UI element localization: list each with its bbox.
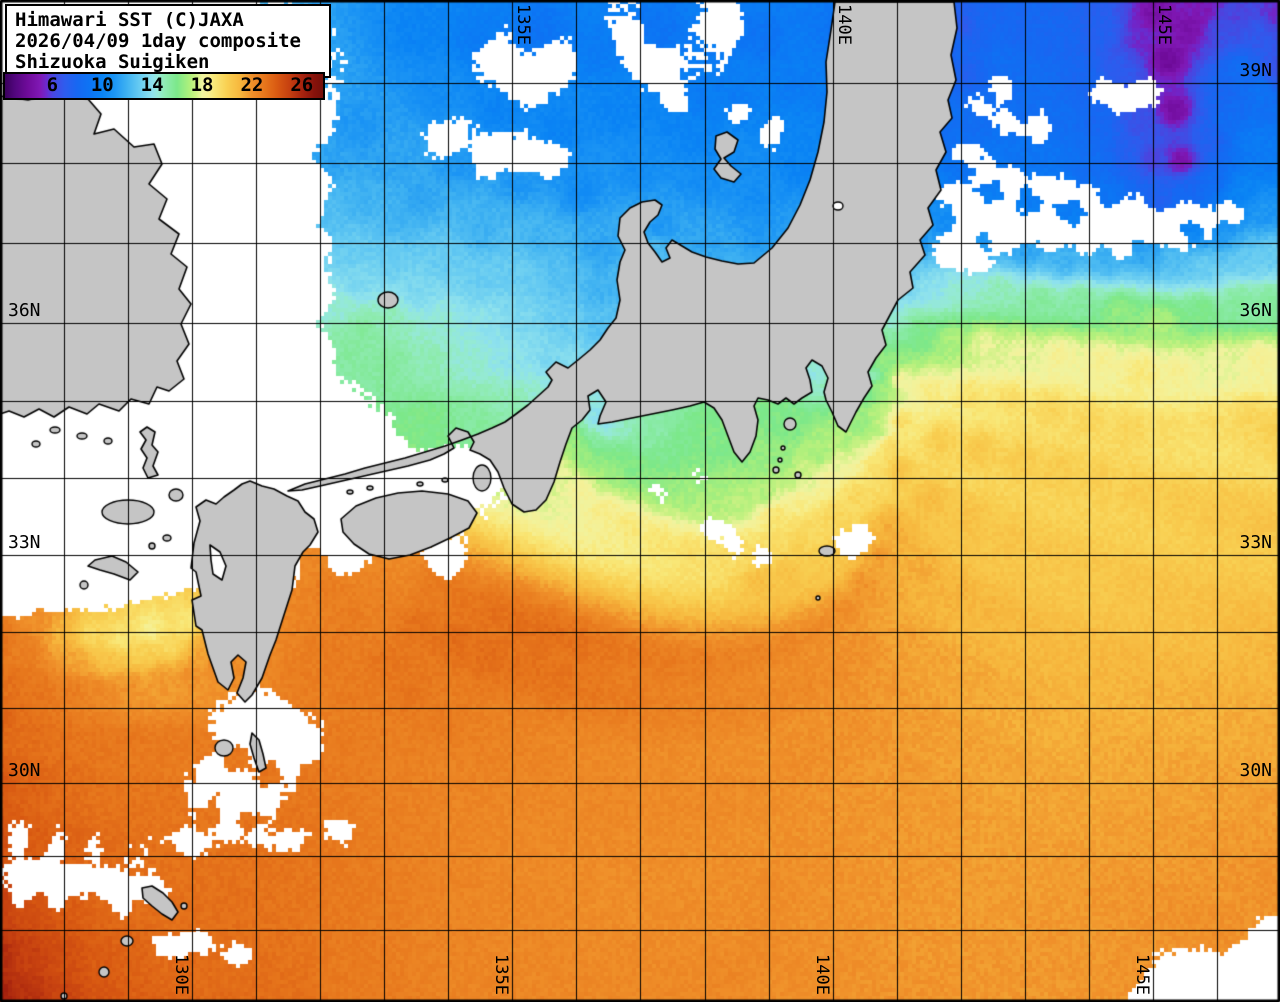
colorbar-tick-10: 10 bbox=[90, 74, 114, 97]
title-line-product: Himawari SST (C)JAXA bbox=[15, 9, 244, 31]
title-box: Himawari SST (C)JAXA 2026/04/09 1day com… bbox=[5, 4, 331, 78]
colorbar-gradient bbox=[5, 74, 323, 98]
colorbar: 6 10 14 18 22 26 bbox=[3, 72, 325, 100]
colorbar-tick-26: 26 bbox=[290, 74, 314, 97]
title-line-date: 2026/04/09 1day composite bbox=[15, 30, 301, 52]
colorbar-tick-22: 22 bbox=[240, 74, 264, 97]
colorbar-tick-18: 18 bbox=[190, 74, 214, 97]
colorbar-tick-6: 6 bbox=[46, 74, 59, 97]
colorbar-tick-14: 14 bbox=[140, 74, 164, 97]
title-line-org: Shizuoka Suigiken bbox=[15, 51, 210, 73]
